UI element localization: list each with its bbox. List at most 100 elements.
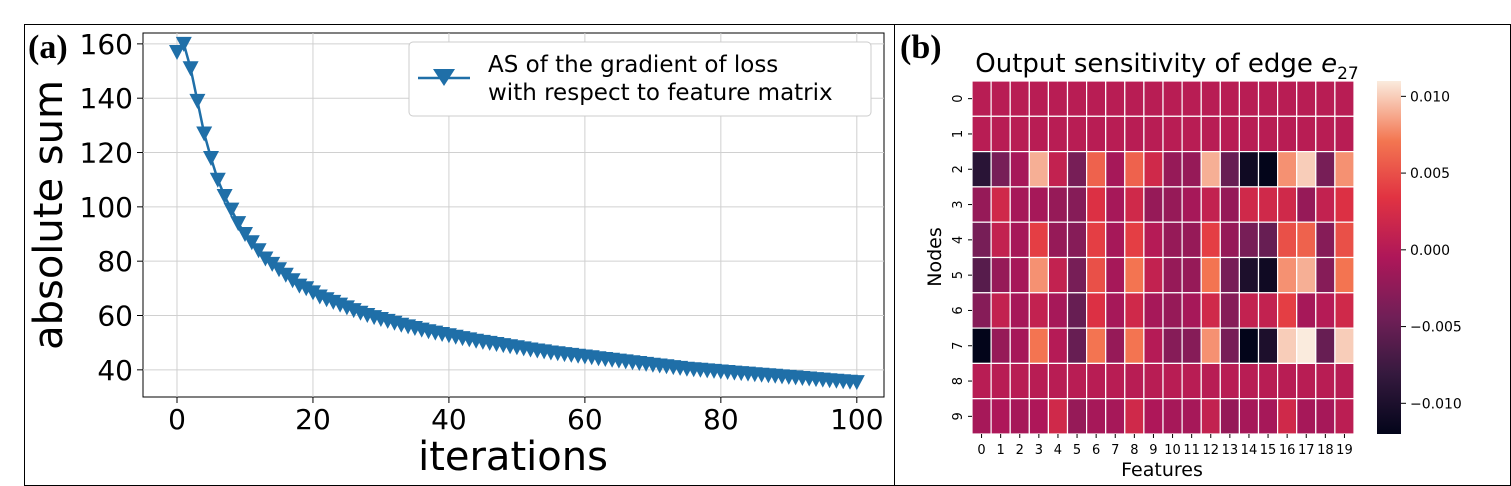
heatmap-cell bbox=[990, 256, 1011, 294]
heatmap-cell bbox=[1181, 292, 1202, 329]
heatmap-cell bbox=[1028, 151, 1050, 188]
heatmap-x-tick-label: 14 bbox=[1241, 443, 1258, 458]
y-tick-label: 160 bbox=[80, 28, 133, 61]
data-point bbox=[223, 202, 240, 218]
heatmap-cell bbox=[1238, 292, 1260, 329]
heatmap-cell bbox=[1047, 186, 1069, 223]
data-point bbox=[209, 172, 226, 188]
heatmap-cell bbox=[1238, 151, 1260, 188]
y-tick-label: 100 bbox=[80, 191, 133, 224]
heatmap-cell bbox=[1238, 398, 1260, 435]
heatmap-cell bbox=[1296, 186, 1317, 223]
panel-a-line-chart: 0 20 40 60 80 100 40 60 80 100 120 140 160 iteratio… bbox=[26, 28, 885, 480]
x-tick-label: 100 bbox=[830, 403, 883, 436]
heatmap-x-tick-label: 4 bbox=[1054, 443, 1062, 458]
heatmap-y-tick-label: 3 bbox=[951, 200, 966, 208]
data-point bbox=[169, 45, 185, 60]
heatmap-cells bbox=[971, 80, 1355, 435]
heatmap-cell bbox=[1085, 398, 1107, 435]
heatmap-cell bbox=[1047, 115, 1069, 153]
heatmap-cell bbox=[1296, 256, 1317, 294]
heatmap-cell bbox=[1200, 398, 1221, 435]
legend-marker-a bbox=[433, 69, 455, 86]
heatmap-x-tick-label: 3 bbox=[1035, 443, 1043, 458]
heatmap-cell bbox=[990, 80, 1011, 117]
heatmap-x-axis-label: Features bbox=[1121, 459, 1203, 481]
heatmap-cell bbox=[1105, 186, 1126, 223]
heatmap-cell bbox=[971, 80, 992, 117]
series-markers-a bbox=[169, 36, 865, 391]
heatmap-x-tick-label: 12 bbox=[1202, 443, 1219, 458]
heatmap-cell bbox=[1162, 362, 1183, 400]
heatmap-cell bbox=[1257, 186, 1279, 223]
heatmap-cell bbox=[1085, 292, 1107, 329]
heatmap-title: Output sensitivity of edge e27 bbox=[975, 49, 1358, 84]
heatmap-cell bbox=[990, 398, 1011, 435]
heatmap-y-ticks: 0 1 2 3 4 5 6 7 8 9 bbox=[951, 95, 972, 420]
heatmap-cell bbox=[1047, 398, 1069, 435]
heatmap-cell bbox=[1066, 398, 1088, 435]
heatmap-cell bbox=[971, 115, 992, 153]
heatmap-cell bbox=[990, 327, 1011, 365]
heatmap-cell bbox=[1162, 292, 1183, 329]
heatmap-y-tick-label: 2 bbox=[951, 165, 966, 173]
heatmap-x-tick-label: 10 bbox=[1164, 443, 1181, 458]
heatmap-cell bbox=[1200, 362, 1221, 400]
heatmap-cell bbox=[1296, 327, 1317, 365]
heatmap-cell bbox=[1105, 327, 1126, 365]
heatmap-x-tick-label: 11 bbox=[1183, 443, 1200, 458]
heatmap-cell bbox=[1296, 292, 1317, 329]
heatmap-cell bbox=[1181, 221, 1202, 259]
heatmap-cell bbox=[1124, 362, 1145, 400]
heatmap-cell bbox=[1162, 151, 1183, 188]
heatmap-cell bbox=[1315, 151, 1336, 188]
heatmap-cell bbox=[1066, 256, 1088, 294]
heatmap-cell bbox=[1276, 362, 1298, 400]
heatmap-cell bbox=[1009, 398, 1030, 435]
heatmap-cell bbox=[1143, 186, 1164, 223]
heatmap-cell bbox=[1124, 292, 1145, 329]
heatmap-cell bbox=[1257, 398, 1279, 435]
heatmap-cell bbox=[1315, 362, 1336, 400]
heatmap-cell bbox=[1334, 256, 1355, 294]
heatmap-x-tick-label: 13 bbox=[1222, 443, 1239, 458]
heatmap-cell bbox=[1009, 362, 1030, 400]
heatmap-y-tick-label: 6 bbox=[951, 306, 966, 314]
heatmap-cell bbox=[1334, 151, 1355, 188]
legend-entry-line: AS of the gradient of loss bbox=[488, 52, 778, 78]
heatmap-cell bbox=[1238, 186, 1260, 223]
heatmap-cell bbox=[1143, 80, 1164, 117]
heatmap-y-tick-label: 0 bbox=[951, 95, 966, 103]
heatmap-cell bbox=[1334, 362, 1355, 400]
heatmap-cell bbox=[1181, 327, 1202, 365]
heatmap-cell bbox=[1066, 186, 1088, 223]
heatmap-cell bbox=[1257, 115, 1279, 153]
heatmap-cell bbox=[1105, 221, 1126, 259]
heatmap-cell bbox=[1315, 292, 1336, 329]
data-point bbox=[175, 36, 192, 52]
heatmap-cell bbox=[1143, 362, 1164, 400]
heatmap-cell bbox=[1276, 398, 1298, 435]
heatmap-cell bbox=[1181, 186, 1202, 223]
heatmap-cell bbox=[1296, 398, 1317, 435]
heatmap-cell bbox=[990, 186, 1011, 223]
heatmap-cell bbox=[1200, 256, 1221, 294]
heatmap-cell bbox=[1009, 256, 1030, 294]
heatmap-cell bbox=[1238, 115, 1260, 153]
heatmap-cell bbox=[1257, 80, 1279, 117]
heatmap-cell bbox=[1009, 115, 1030, 153]
heatmap-cell bbox=[1066, 115, 1088, 153]
heatmap-cell bbox=[1009, 80, 1030, 117]
heatmap-cell bbox=[1276, 151, 1298, 188]
x-tick-label: 0 bbox=[168, 403, 186, 436]
heatmap-cell bbox=[1238, 362, 1260, 400]
colorbar-tick-label: 0.005 bbox=[1410, 166, 1450, 182]
heatmap-cell bbox=[1009, 186, 1030, 223]
heatmap-cell bbox=[1124, 221, 1145, 259]
heatmap-cell bbox=[1257, 327, 1279, 365]
heatmap-cell bbox=[1066, 362, 1088, 400]
heatmap-cell bbox=[990, 221, 1011, 259]
data-point bbox=[298, 281, 315, 297]
heatmap-cell bbox=[1124, 80, 1145, 117]
